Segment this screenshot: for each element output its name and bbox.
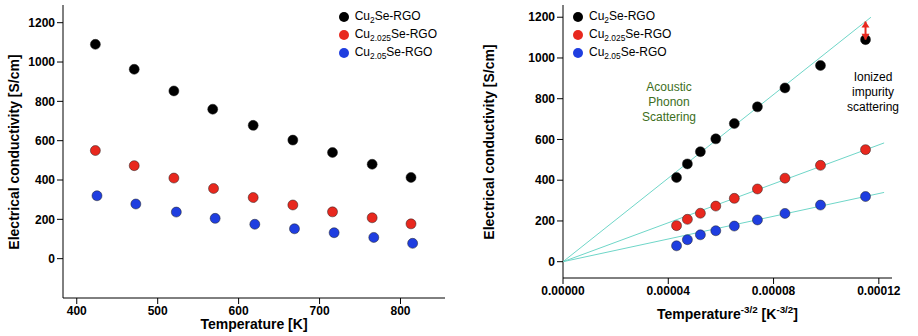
html-text:Electrical conductivity [S/cm]: Electrical conductivity [S/cm] — [6, 53, 22, 250]
svg-text:600: 600 — [535, 133, 555, 147]
svg-text:500: 500 — [148, 304, 168, 318]
svg-text:400: 400 — [67, 304, 87, 318]
svg-text:400: 400 — [35, 173, 55, 187]
svg-text:0: 0 — [48, 252, 55, 266]
svg-text:600: 600 — [35, 134, 55, 148]
html-text:Acoustic Phonon Scattering: Acoustic Phonon Scattering — [642, 80, 696, 124]
html-text:Temperature-3/2[K-3/2]: Temperature-3/2[K-3/2] — [657, 304, 798, 322]
html-text:Cu2Se-RGO: Cu2Se-RGO — [354, 8, 421, 26]
svg-text:800: 800 — [535, 92, 555, 106]
svg-text:1200: 1200 — [28, 16, 55, 30]
html-text:Temperature [K]: Temperature [K] — [200, 316, 308, 332]
html-text:Cu2.025Se-RGO: Cu2.025Se-RGO — [589, 26, 672, 44]
html-text:Cu2.05Se-RGO: Cu2.05Se-RGO — [589, 44, 667, 62]
svg-text:1200: 1200 — [528, 10, 555, 24]
html-text:Cu2.025Se-RGO: Cu2.025Se-RGO — [354, 26, 437, 44]
svg-text:700: 700 — [310, 304, 330, 318]
svg-text:800: 800 — [390, 304, 410, 318]
svg-text:1000: 1000 — [528, 51, 555, 65]
svg-text:0.00004: 0.00004 — [647, 284, 691, 298]
svg-text:1000: 1000 — [28, 55, 55, 69]
svg-text:400: 400 — [535, 173, 555, 187]
svg-text:800: 800 — [35, 95, 55, 109]
html-text:Ionized impurity scattering: Ionized impurity scattering — [847, 70, 899, 114]
html-text:Cu2Se-RGO: Cu2Se-RGO — [589, 8, 655, 26]
svg-text:0: 0 — [548, 255, 555, 269]
svg-text:200: 200 — [535, 214, 555, 228]
svg-text:200: 200 — [35, 213, 55, 227]
svg-text:0.00008: 0.00008 — [752, 284, 796, 298]
svg-text:0.00012: 0.00012 — [857, 284, 901, 298]
svg-text:0.00000: 0.00000 — [541, 284, 585, 298]
html-text:Electrical conductivity [S/cm]: Electrical conductivity [S/cm] — [481, 43, 497, 240]
svg-text:600: 600 — [229, 304, 249, 318]
html-text:Cu2.05Se-RGO: Cu2.05Se-RGO — [354, 44, 433, 62]
